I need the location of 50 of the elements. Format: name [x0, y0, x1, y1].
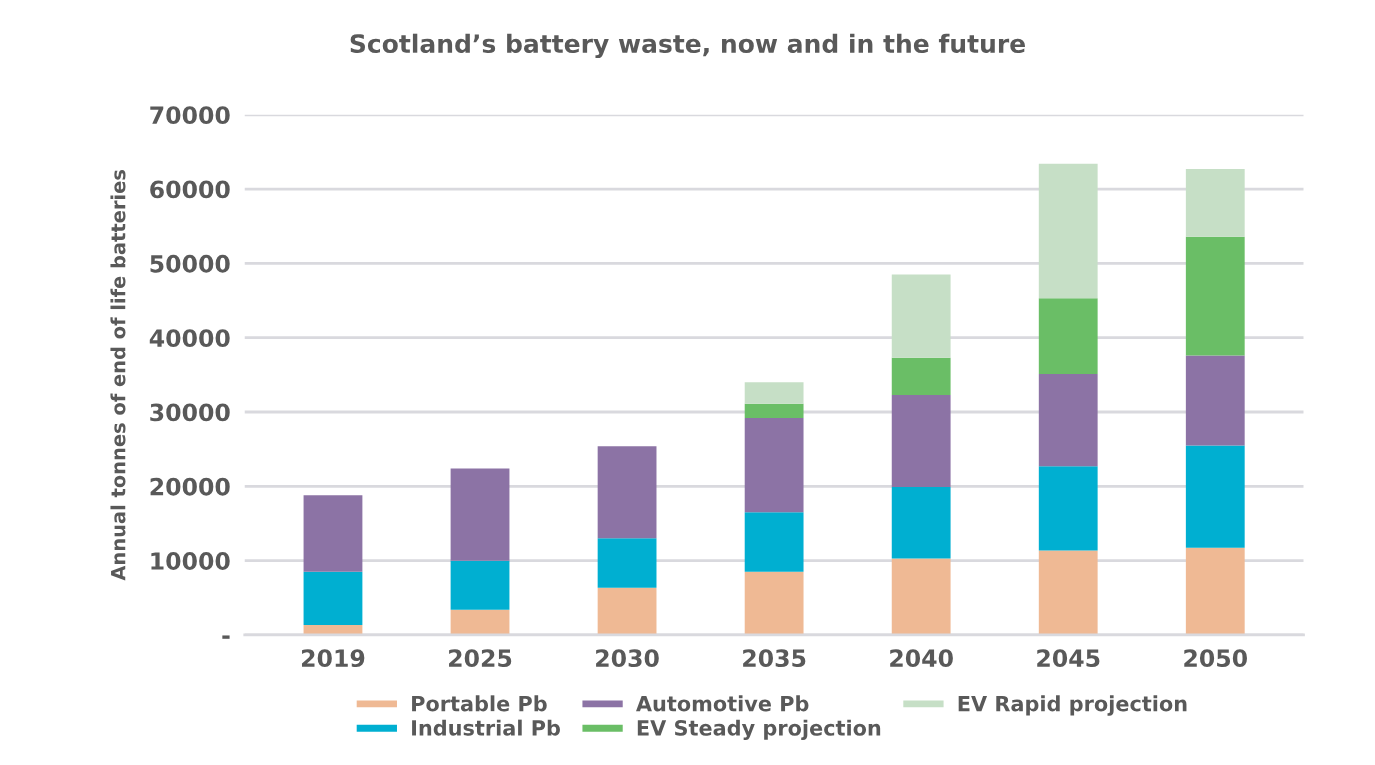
y-tick-label: - [222, 635, 230, 639]
bar [450, 560, 510, 610]
bar [450, 468, 510, 561]
legend-label: EV Rapid projection [958, 695, 1187, 716]
bar [1038, 298, 1098, 375]
legend-label: Automotive Pb [636, 695, 809, 712]
bar [1038, 550, 1098, 635]
x-tick-label: 2045 [1037, 649, 1100, 668]
x-tick-label: 2025 [449, 649, 512, 668]
bar [303, 571, 363, 625]
x-tick-label: 2050 [1184, 649, 1247, 668]
bar [1185, 445, 1245, 548]
bar [1185, 169, 1245, 237]
y-tick-label: 30000 [150, 403, 230, 422]
bar [1185, 355, 1245, 446]
x-tick-label: 2035 [743, 649, 806, 668]
bar [744, 512, 804, 572]
legend-label: EV Steady projection [637, 719, 881, 740]
legend-label: Industrial Pb [412, 719, 560, 736]
bar [891, 487, 951, 559]
bar [1038, 374, 1098, 467]
x-tick-label: 2019 [301, 649, 365, 668]
y-tick-label: 70000 [150, 106, 230, 125]
y-tick-label: 40000 [149, 329, 230, 347]
bar [597, 446, 657, 539]
bar [891, 558, 951, 635]
y-axis-title: Annual tonnes of end of life batteries [110, 170, 126, 581]
y-tick-label: 20000 [150, 477, 230, 496]
bar [597, 538, 657, 588]
y-tick-label: 50000 [150, 254, 230, 273]
bar [450, 609, 510, 635]
chart-title: Scotland’s battery waste, now and in the future [350, 33, 1025, 59]
bar [1038, 163, 1098, 299]
bar [1185, 547, 1245, 635]
x-tick-label: 2030 [596, 649, 659, 668]
legend-label: Portable Pb [412, 695, 547, 712]
y-tick-label: 10000 [151, 552, 230, 570]
bar [744, 382, 804, 404]
y-tick-label: 60000 [150, 180, 230, 199]
bar [891, 357, 951, 395]
bar [303, 495, 363, 572]
bar [1038, 466, 1098, 551]
bar [891, 274, 951, 358]
bar [744, 417, 804, 513]
bar [1185, 236, 1245, 356]
x-tick-label: 2040 [890, 649, 953, 668]
bar [744, 403, 804, 418]
bar [597, 587, 657, 635]
bar [744, 571, 804, 635]
bar [891, 394, 951, 488]
